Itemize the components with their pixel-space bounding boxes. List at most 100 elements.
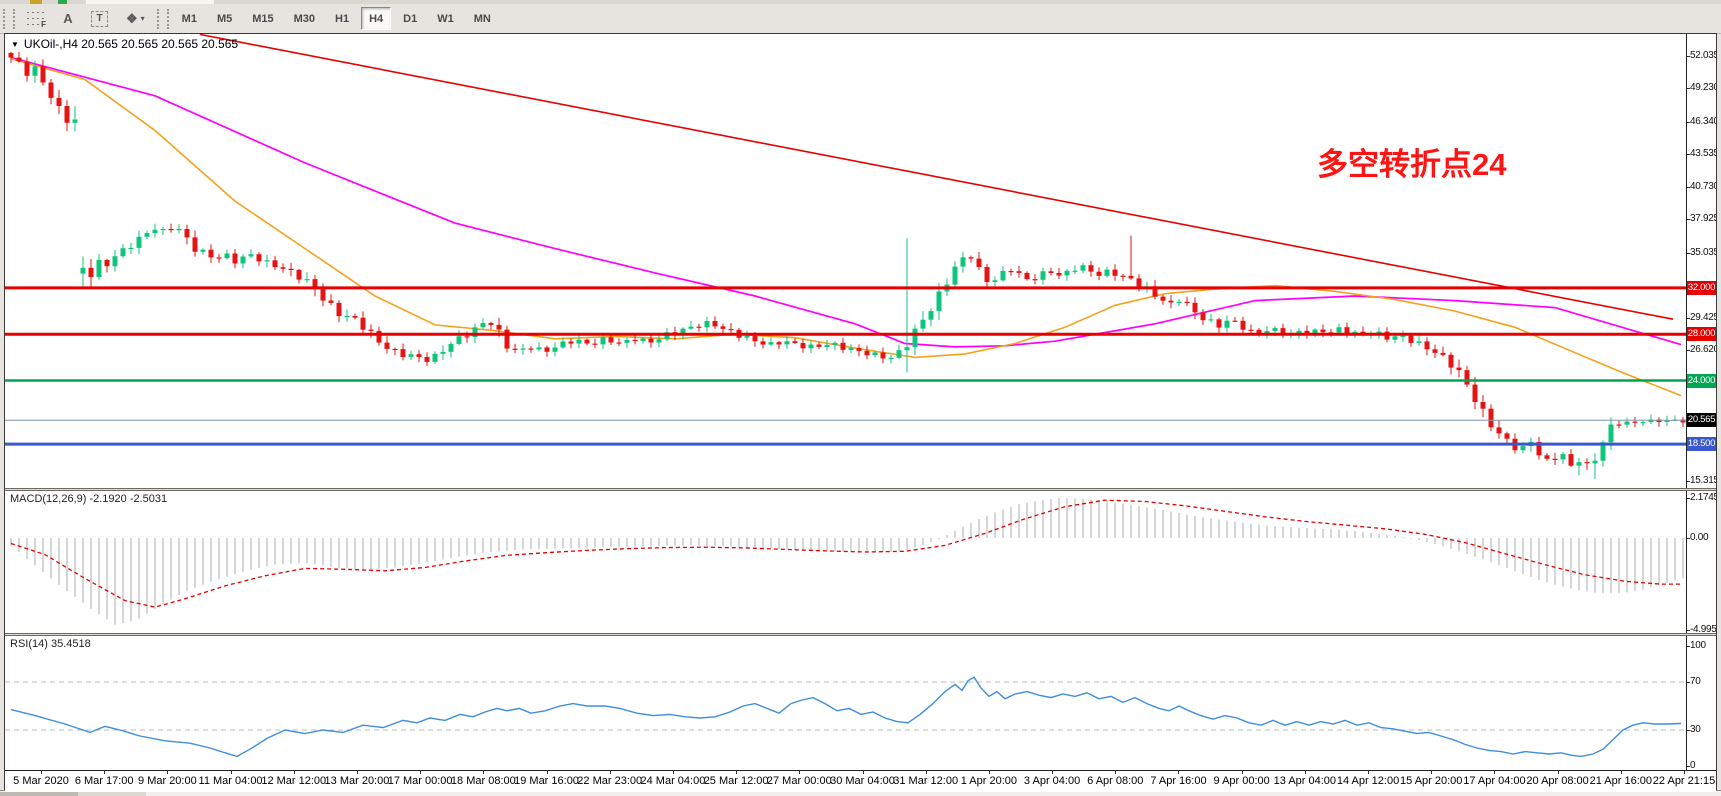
toolbar: F A T ❖ ▾ M1 M5 M15 M30 H1 H4 D1 W1 MN <box>0 4 1721 34</box>
time-tick <box>483 771 485 774</box>
partial-button <box>86 0 214 4</box>
macd-label: MACD(12,26,9) -2.1920 -2.5031 <box>10 493 168 505</box>
price-tick: 46.340 <box>1687 116 1716 127</box>
price-tick: 37.925 <box>1687 213 1716 224</box>
time-label: 22 Mar 23:00 <box>577 775 643 787</box>
time-label: 6 Mar 17:00 <box>74 775 134 787</box>
chart-menu-icon[interactable]: ▼ <box>11 39 19 49</box>
time-tick <box>1557 771 1559 774</box>
toolbar-grip[interactable] <box>3 8 15 29</box>
time-label: 17 Mar 00:00 <box>387 775 453 787</box>
time-tick <box>293 771 295 774</box>
time-label: 3 Apr 04:00 <box>1023 775 1081 787</box>
macd-panel[interactable] <box>5 491 1686 633</box>
time-tick <box>41 771 42 774</box>
time-label: 11 Mar 04:00 <box>198 775 263 787</box>
timeframe-button-m30[interactable]: M30 <box>286 7 323 30</box>
price-tick: 26.620 <box>1687 344 1716 355</box>
timeframe-button-m1[interactable]: M1 <box>174 7 205 30</box>
timeframe-button-d1[interactable]: D1 <box>395 7 425 30</box>
macd-tick: -4.9955 <box>1687 624 1716 633</box>
timeframe-button-m5[interactable]: M5 <box>209 7 240 30</box>
fibonacci-icon: F <box>27 11 46 29</box>
timeframe-button-m15[interactable]: M15 <box>244 7 281 30</box>
time-tick <box>1115 771 1117 774</box>
time-tick <box>546 771 548 774</box>
time-label: 13 Apr 04:00 <box>1273 775 1337 787</box>
time-axis[interactable]: 5 Mar 2020 6 Mar 17:00 9 Mar 20:00 11 Mar 0… <box>5 770 1716 792</box>
time-label: 12 Mar 12:00 <box>261 775 327 787</box>
chart-annotation: 多空转折点24 <box>1317 147 1507 182</box>
time-label: 30 Mar 04:00 <box>830 775 895 787</box>
price-badge: 20.565 <box>1687 413 1716 428</box>
time-tick <box>862 771 864 774</box>
time-label: 27 Mar 00:00 <box>766 775 832 787</box>
timeframe-button-w1[interactable]: W1 <box>429 7 462 30</box>
rsi-tick: 70 <box>1687 676 1701 687</box>
price-badge: 18.500 <box>1687 437 1716 452</box>
panel-separator[interactable] <box>5 633 1716 636</box>
time-tick <box>988 771 990 774</box>
time-tick <box>230 771 232 774</box>
time-tick <box>420 771 422 774</box>
time-tick <box>609 771 611 774</box>
line-studies-toolbar: F A T ❖ ▾ <box>18 7 154 30</box>
time-label: 5 Mar 2020 <box>13 775 69 787</box>
toolbar-grip[interactable] <box>156 8 169 29</box>
time-tick <box>356 771 358 774</box>
timeframe-button-mn[interactable]: MN <box>466 7 499 30</box>
rsi-label: RSI(14) 35.4518 <box>10 638 91 650</box>
time-tick <box>672 771 674 774</box>
time-label: 1 Apr 20:00 <box>960 775 1018 787</box>
timeframe-button-h4[interactable]: H4 <box>361 7 392 30</box>
axis-divider <box>1686 34 1687 770</box>
chevron-down-icon[interactable]: ▾ <box>140 14 145 23</box>
time-label: 24 Mar 04:00 <box>640 775 706 787</box>
timeframe-button-h1[interactable]: H1 <box>327 7 357 30</box>
partial-tab <box>78 792 146 796</box>
time-tick <box>167 771 169 774</box>
panel-separator[interactable] <box>5 488 1716 491</box>
time-tick <box>925 771 927 774</box>
chart-title[interactable]: ▼ UKOil-,H4 20.565 20.565 20.565 20.565 <box>11 37 238 51</box>
time-label: 31 Mar 12:00 <box>893 775 959 787</box>
time-tick <box>1368 771 1370 774</box>
price-badge: 24.000 <box>1687 373 1716 388</box>
time-label: 6 Apr 08:00 <box>1087 775 1144 787</box>
macd-tick: 0.00 <box>1687 532 1709 543</box>
time-label: 7 Apr 16:00 <box>1150 775 1207 787</box>
rsi-tick: 30 <box>1687 724 1701 735</box>
time-label: 19 Mar 16:00 <box>514 775 579 787</box>
time-tick <box>1684 771 1685 774</box>
time-label: 18 Mar 08:00 <box>450 775 516 787</box>
chart-window: ▼ UKOil-,H4 20.565 20.565 20.565 20.565 … <box>4 33 1717 792</box>
time-label: 22 Apr 21:15 <box>1652 775 1716 787</box>
time-tick <box>1494 771 1496 774</box>
time-tick <box>1620 771 1622 774</box>
main-price-chart[interactable]: 多空转折点24 <box>5 34 1686 488</box>
rsi-tick: 100 <box>1687 640 1706 651</box>
time-tick <box>736 771 738 774</box>
arrows-tool-button[interactable]: ❖ ▾ <box>119 7 152 30</box>
text-label-icon: T <box>91 10 108 27</box>
time-tick <box>1431 771 1433 774</box>
rsi-panel[interactable] <box>5 636 1686 770</box>
partial-icon <box>30 0 42 4</box>
text-label-tool-button[interactable]: T <box>84 7 115 30</box>
text-tool-button[interactable]: A <box>56 7 80 30</box>
price-tick: 35.035 <box>1687 247 1716 258</box>
price-badge: 32.000 <box>1687 280 1716 295</box>
time-tick <box>1052 771 1054 774</box>
fibonacci-tool-button[interactable]: F <box>20 7 52 30</box>
price-badge: 28.000 <box>1687 327 1716 342</box>
time-label: 17 Apr 04:00 <box>1463 775 1526 787</box>
symbol-ohlc-label: UKOil-,H4 20.565 20.565 20.565 20.565 <box>23 37 239 51</box>
price-tick: 43.535 <box>1687 148 1716 159</box>
price-tick: 15.315 <box>1687 475 1716 486</box>
time-tick <box>1241 771 1243 774</box>
macd-axis[interactable]: 2.1745 0.00 -4.9955 <box>1687 491 1716 633</box>
price-axis[interactable]: 52.035 49.230 46.340 43.535 40.730 37.925 35.0… <box>1687 34 1716 488</box>
time-tick <box>104 771 106 774</box>
rsi-axis[interactable]: 100 70 30 0 <box>1687 636 1716 770</box>
